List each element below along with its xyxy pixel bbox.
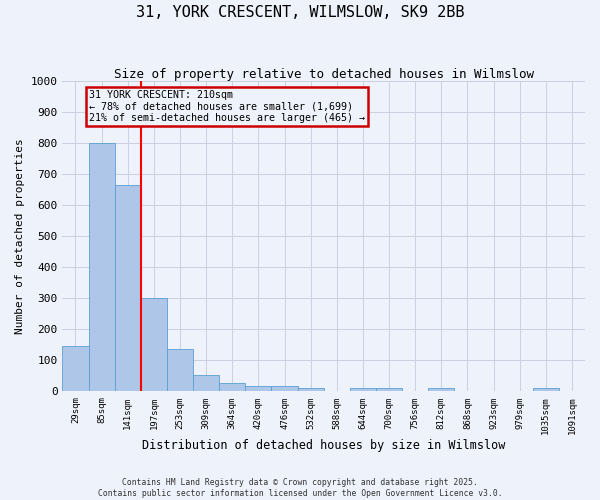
Bar: [193, 376, 219, 392]
Bar: [533, 388, 559, 392]
Bar: [89, 142, 115, 392]
Bar: [141, 298, 167, 392]
Bar: [376, 388, 402, 392]
Bar: [245, 386, 271, 392]
X-axis label: Distribution of detached houses by size in Wilmslow: Distribution of detached houses by size …: [142, 440, 505, 452]
Bar: [115, 184, 141, 392]
Bar: [350, 388, 376, 392]
Bar: [428, 388, 454, 392]
Bar: [271, 386, 298, 392]
Bar: [167, 350, 193, 392]
Bar: [62, 346, 89, 392]
Text: 31, YORK CRESCENT, WILMSLOW, SK9 2BB: 31, YORK CRESCENT, WILMSLOW, SK9 2BB: [136, 5, 464, 20]
Y-axis label: Number of detached properties: Number of detached properties: [15, 138, 25, 334]
Title: Size of property relative to detached houses in Wilmslow: Size of property relative to detached ho…: [114, 68, 534, 80]
Bar: [298, 388, 324, 392]
Text: 31 YORK CRESCENT: 210sqm
← 78% of detached houses are smaller (1,699)
21% of sem: 31 YORK CRESCENT: 210sqm ← 78% of detach…: [89, 90, 365, 123]
Text: Contains HM Land Registry data © Crown copyright and database right 2025.
Contai: Contains HM Land Registry data © Crown c…: [98, 478, 502, 498]
Bar: [219, 383, 245, 392]
